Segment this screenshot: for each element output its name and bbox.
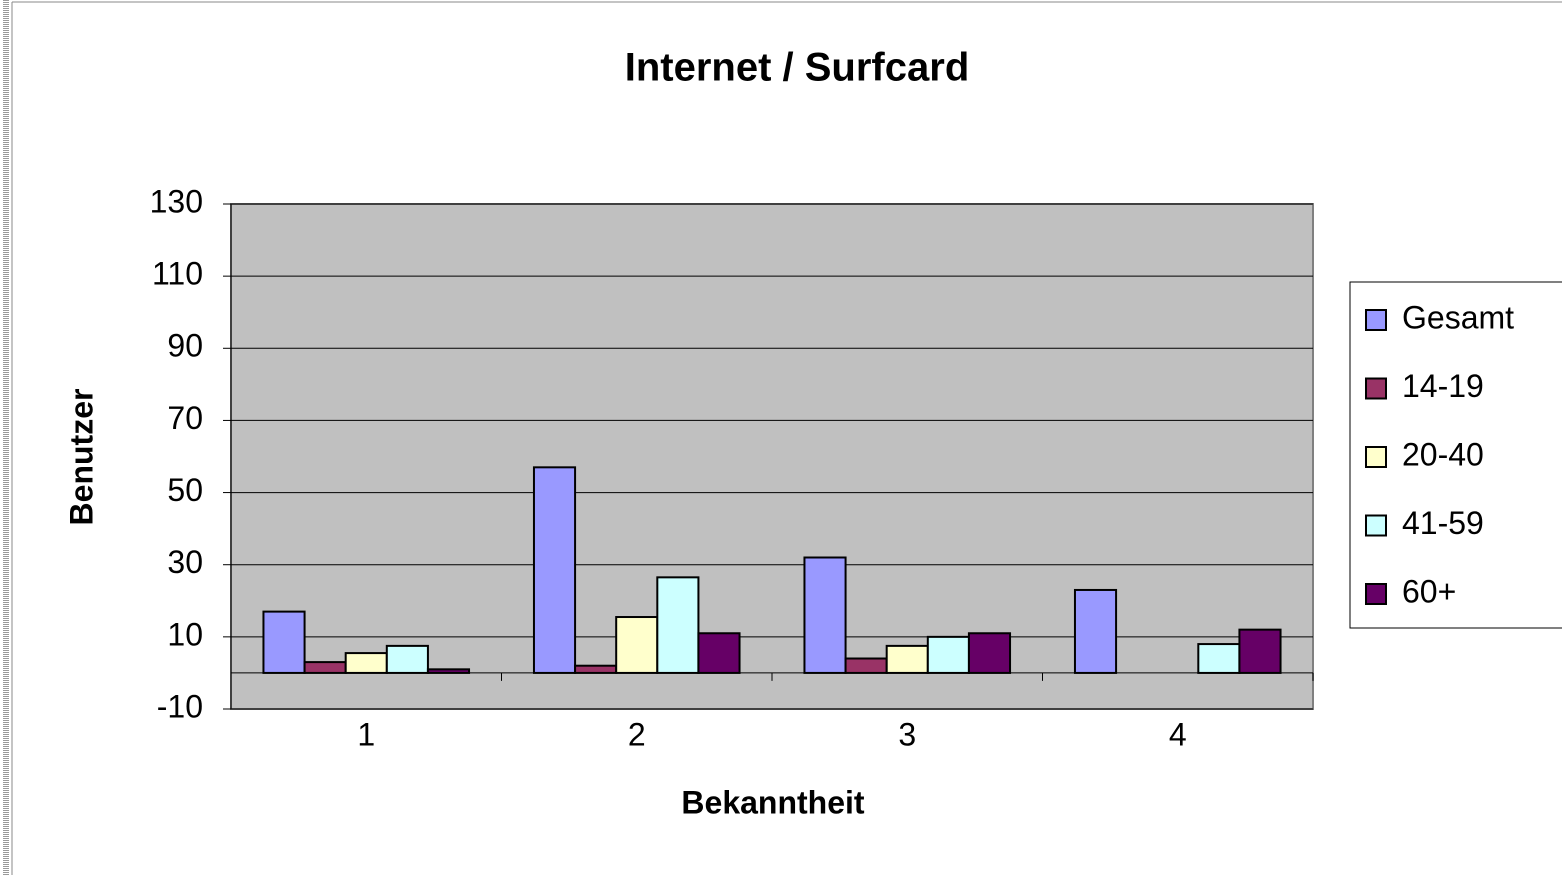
legend-label: 41-59 [1402,505,1484,541]
legend-swatch [1365,446,1387,468]
legend-label: 20-40 [1402,436,1484,472]
plot-area [230,203,1314,710]
legend-swatch [1365,583,1387,605]
x-tick-label: 4 [1169,716,1187,752]
bar [303,661,347,674]
bar [344,652,388,674]
bar [1197,643,1241,674]
bar [262,610,306,674]
bar [803,556,847,674]
y-tick-label: 50 [167,472,203,508]
legend-label: 60+ [1402,573,1456,609]
bar [1238,628,1282,674]
y-tick-label: 30 [167,544,203,580]
x-tick-label: 3 [898,716,916,752]
bar [967,632,1012,674]
x-tick-label: 1 [357,716,375,752]
legend-label: 14-19 [1402,368,1484,404]
bar [926,635,970,674]
bar [697,632,741,674]
y-axis-label: Benutzer [63,389,99,526]
x-tick-label: 2 [628,716,646,752]
legend-swatch [1365,514,1387,537]
bar [1073,588,1118,674]
y-tick-label: 10 [167,616,203,652]
legend-swatch [1365,309,1387,331]
bar [426,668,471,674]
y-tick-label: 110 [152,256,203,292]
bar [844,657,888,674]
chart-title: Internet / Surfcard [625,46,970,90]
legend-swatch [1365,377,1387,400]
bar [574,664,618,674]
y-tick-label: 130 [150,183,203,219]
y-tick-label: 70 [167,400,203,436]
bar [656,576,700,674]
bar [885,644,929,674]
bar [615,616,659,674]
x-axis-label: Bekanntheit [681,784,864,820]
y-tick-label: 90 [167,328,203,364]
y-tick-label: -10 [157,688,203,724]
bar [532,466,577,674]
legend-label: Gesamt [1402,299,1514,335]
bar [385,644,429,674]
